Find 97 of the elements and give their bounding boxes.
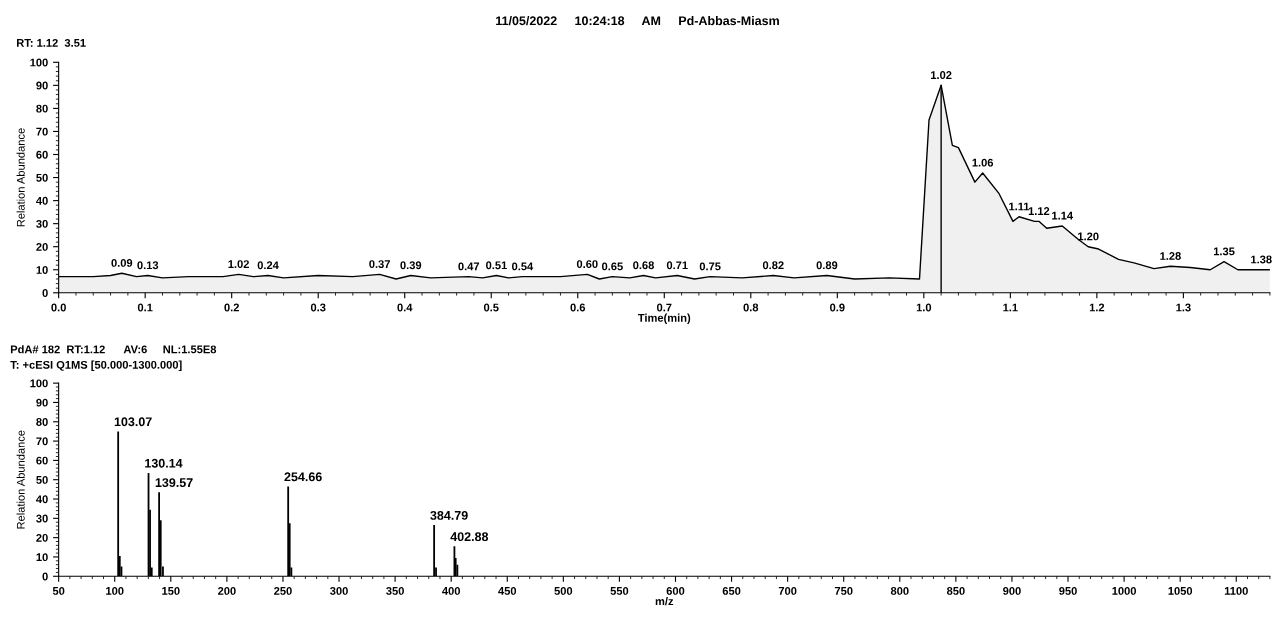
x-tick-label: 0.2 (224, 303, 239, 312)
annotation: 0.68 (633, 261, 654, 270)
x-tick-label: 1.3 (1176, 303, 1191, 312)
annotation: 0.47 (458, 262, 480, 271)
y-axis-title: Relation Abundance (16, 430, 25, 529)
x-tick-label: 500 (554, 586, 573, 595)
y-tick-label: 20 (36, 533, 48, 542)
annotation: 384.79 (430, 511, 468, 520)
x-tick-label: 200 (218, 586, 236, 595)
x-tick-label: 1100 (1224, 586, 1248, 595)
annotation: 0.89 (816, 261, 838, 270)
y-tick-label: 20 (36, 242, 48, 251)
x-tick-label: 0.1 (137, 303, 153, 312)
annotation: 1.02 (228, 260, 249, 269)
x-axis-title: Time(min) (637, 313, 691, 324)
x-tick-label: 0.4 (397, 303, 413, 312)
y-tick-label: 10 (36, 553, 48, 562)
annotation: 0.54 (512, 262, 534, 271)
annotation: 0.24 (257, 261, 279, 270)
y-tick-label: 60 (36, 150, 48, 159)
y-tick-label: 30 (36, 219, 48, 228)
x-tick-label: 0.5 (483, 303, 499, 312)
y-tick-label: 80 (36, 418, 48, 426)
y-tick-label: 50 (36, 475, 48, 484)
x-tick-label: 750 (834, 586, 853, 595)
y-tick-label: 30 (36, 514, 48, 523)
x-tick-label: 0.7 (656, 303, 672, 312)
annotation: 1.12 (1028, 207, 1050, 215)
annotation: 130.14 (145, 458, 183, 468)
annotation: 0.09 (111, 258, 133, 267)
y-axis-title: Relation Abundance (16, 128, 25, 227)
annotation: 0.39 (400, 261, 422, 270)
y-tick-label: 50 (36, 173, 48, 182)
x-tick-label: 0.0 (51, 303, 66, 312)
x-tick-label: 600 (666, 586, 685, 595)
annotation: 1.38 (1251, 255, 1272, 264)
annotation: 0.71 (666, 261, 688, 270)
annotation: 1.14 (1052, 211, 1074, 220)
x-tick-label: 250 (274, 586, 292, 595)
annotation: 0.65 (601, 262, 623, 271)
x-tick-label: 650 (722, 586, 741, 595)
x-tick-label: 100 (106, 586, 124, 595)
annotation: 402.88 (450, 532, 489, 542)
chart-title: PdA# 182 RT:1.12 AV:6 NL:1.55E8 (10, 345, 217, 354)
x-tick-label: 1.2 (1089, 303, 1105, 312)
y-tick-label: 80 (36, 104, 48, 113)
annotation: 1.28 (1160, 252, 1181, 260)
y-tick-label: 90 (36, 398, 48, 407)
x-tick-label: 850 (946, 586, 965, 595)
chart-subtitle: RT: 1.12 3.51 (17, 38, 86, 47)
y-tick-label: 0 (42, 572, 48, 581)
x-tick-label: 1000 (1112, 586, 1137, 595)
x-tick-label: 900 (1003, 586, 1021, 595)
annotation: 139.57 (155, 478, 193, 488)
x-tick-label: 800 (890, 586, 909, 595)
y-tick-label: 100 (30, 58, 48, 67)
y-tick-label: 40 (36, 196, 48, 205)
y-tick-label: 90 (36, 81, 48, 90)
x-tick-label: 0.6 (570, 303, 586, 312)
annotation: 103.07 (114, 417, 152, 427)
annotation: 0.13 (137, 261, 159, 270)
annotation: 1.35 (1213, 247, 1235, 256)
x-tick-label: 450 (498, 586, 517, 595)
x-tick-label: 1.0 (916, 303, 932, 312)
annotation: 0.51 (486, 261, 507, 270)
annotation: 0.75 (699, 262, 721, 271)
x-tick-label: 550 (610, 586, 629, 595)
y-tick-label: 100 (30, 379, 48, 388)
y-tick-label: 70 (36, 437, 48, 446)
x-tick-label: 50 (52, 586, 65, 595)
chart-subtitle: T: +cESI Q1MS [50.000-1300.000] (10, 360, 182, 371)
y-tick-label: 0 (42, 289, 48, 297)
annotation: 1.06 (972, 158, 994, 167)
x-tick-label: 0.3 (310, 303, 326, 312)
x-tick-label: 700 (778, 586, 797, 595)
annotation: 254.66 (284, 472, 322, 482)
y-tick-label: 60 (36, 456, 48, 465)
x-tick-label: 400 (442, 586, 460, 595)
x-tick-label: 950 (1059, 586, 1077, 595)
y-tick-label: 40 (36, 495, 48, 504)
annotation: 1.20 (1078, 232, 1099, 241)
x-tick-label: 0.8 (743, 303, 759, 312)
annotation: 0.82 (762, 261, 784, 270)
x-tick-label: 350 (386, 586, 404, 595)
x-tick-label: 1050 (1168, 586, 1193, 595)
x-tick-label: 1.1 (1003, 303, 1018, 312)
chart-title: 11/05/2022 10:24:18 AM Pd-Abbas-Miasm (496, 15, 779, 26)
annotation: 1.11 (1009, 202, 1030, 211)
annotation: 0.37 (369, 260, 390, 269)
y-tick-label: 70 (36, 127, 48, 136)
x-axis-title: m/z (655, 597, 674, 606)
x-tick-label: 0.9 (830, 303, 845, 312)
y-tick-label: 10 (36, 266, 48, 274)
annotation: 0.60 (576, 260, 598, 269)
annotation: 1.02 (931, 71, 952, 79)
x-tick-label: 150 (162, 586, 180, 595)
x-tick-label: 300 (330, 586, 348, 595)
